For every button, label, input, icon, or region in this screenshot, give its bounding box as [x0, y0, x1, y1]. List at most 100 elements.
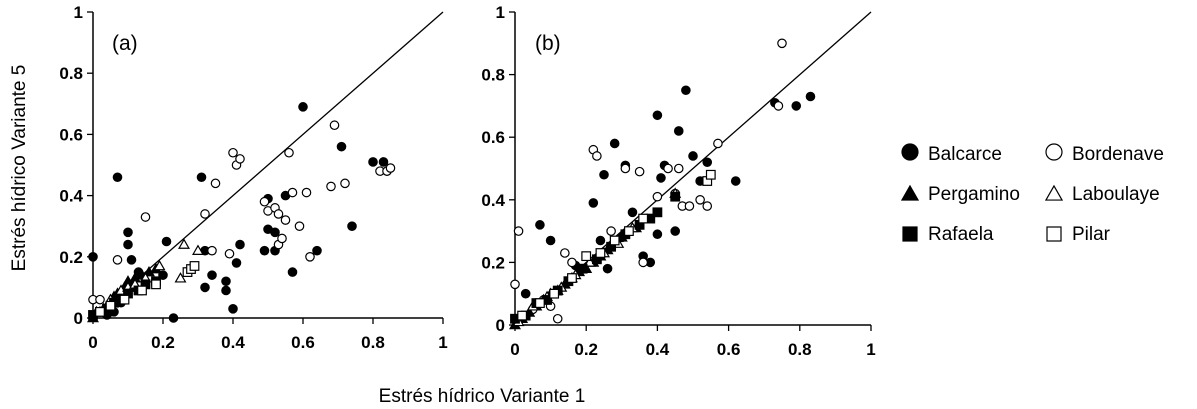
data-point: [670, 191, 681, 202]
y-tick-label: 0.8: [59, 64, 83, 83]
data-point: [228, 147, 238, 158]
x-tick-label: 0: [88, 333, 97, 352]
data-point: [681, 85, 691, 96]
data-point: [805, 91, 816, 102]
legend-marker-bordenave: [1045, 143, 1063, 161]
data-point: [168, 313, 179, 323]
data-point: [670, 226, 680, 236]
y-tick-label: 0.4: [59, 187, 83, 206]
data-point: [174, 272, 187, 283]
y-tick-label: 1: [496, 3, 505, 22]
legend-marker-pilar: [1046, 226, 1062, 242]
legend-label-laboulaye: Laboulaye: [1072, 184, 1160, 205]
legend-marker-balcarce: [901, 143, 919, 161]
data-point: [638, 257, 648, 268]
data-point: [126, 255, 137, 265]
data-point: [520, 288, 531, 299]
data-point: [221, 285, 231, 296]
data-point: [581, 251, 592, 262]
data-point: [552, 313, 563, 324]
data-point: [560, 248, 570, 258]
data-point: [545, 235, 556, 246]
data-point: [112, 172, 123, 183]
data-point: [200, 209, 210, 219]
data-point: [378, 157, 389, 167]
data-point: [609, 138, 620, 149]
data-point: [137, 285, 147, 296]
data-point: [326, 181, 336, 192]
data-point: [663, 163, 673, 174]
data-point: [535, 220, 545, 230]
data-point: [627, 207, 638, 218]
data-point: [123, 239, 133, 250]
legend-label-pergamino: Pergamino: [928, 184, 1020, 205]
data-point: [705, 169, 716, 180]
data-point: [231, 258, 242, 268]
x-tick-label: 0.2: [151, 333, 175, 352]
data-point: [577, 263, 588, 274]
data-point: [513, 226, 524, 236]
data-point: [336, 141, 347, 152]
y-tick-label: 0.6: [59, 125, 83, 144]
data-point: [695, 195, 705, 205]
panel-a: 0 0.2 0.4 0.6 0.8 1 0 0.2 0.4 0.6 0.8 1 (a): [59, 3, 447, 352]
y-tick-label: 0.2: [481, 253, 505, 272]
legend-label-rafaela: Rafaela: [928, 224, 994, 245]
data-point: [595, 248, 606, 258]
y-tick-label: 0.6: [481, 128, 505, 147]
data-point: [123, 227, 133, 238]
data-point: [151, 279, 161, 290]
reference-line: [92, 11, 444, 319]
data-point: [178, 238, 190, 249]
data-point: [259, 196, 270, 207]
y-tick-label: 0.2: [59, 248, 83, 267]
data-point: [235, 239, 245, 250]
data-point: [673, 126, 684, 136]
data-point: [638, 213, 649, 224]
data-point: [189, 261, 200, 271]
data-point: [259, 245, 270, 256]
data-point: [270, 227, 280, 238]
data-point: [298, 102, 308, 112]
data-point: [287, 267, 298, 277]
data-point: [624, 226, 634, 237]
x-tick-label: 0.8: [361, 333, 385, 352]
y-tick-label: 0.8: [481, 66, 505, 85]
data-point: [277, 233, 287, 244]
data-point: [224, 248, 235, 259]
data-point: [652, 110, 663, 121]
data-point: [88, 251, 98, 262]
legend-marker-laboulaye: [1044, 184, 1064, 201]
data-point: [688, 151, 698, 161]
y-axis-label: Estrés hídrico Variante 5: [9, 65, 30, 272]
legend: Balcarce Bordenave Pergamino Laboulaye Rafae…: [900, 143, 1164, 245]
data-point: [656, 173, 666, 183]
data-point: [713, 138, 723, 149]
x-tick-label: 0.8: [788, 340, 812, 359]
y-tick-label: 0: [74, 309, 83, 328]
data-point: [549, 288, 560, 299]
data-point: [684, 201, 695, 211]
panel-b: 0 0.2 0.4 0.6 0.8 1 0 0.2 0.4 0.6 0.8 1 (b): [481, 3, 875, 359]
data-point: [196, 172, 207, 183]
data-point: [385, 163, 396, 173]
legend-label-balcarce: Balcarce: [928, 144, 1002, 165]
data-point: [535, 298, 545, 308]
data-point: [595, 235, 606, 246]
data-point: [284, 147, 294, 158]
x-tick-label: 0.2: [574, 340, 598, 359]
data-point: [221, 276, 231, 287]
data-point: [105, 300, 116, 311]
legend-label-bordenave: Bordenave: [1072, 144, 1164, 165]
y-tick-label: 1: [74, 3, 83, 22]
data-point: [673, 163, 684, 174]
data-point: [228, 304, 238, 314]
data-point: [602, 263, 613, 274]
data-point: [592, 151, 602, 161]
data-point: [510, 279, 520, 290]
data-point: [791, 101, 802, 111]
data-point: [210, 178, 221, 189]
data-point: [280, 215, 291, 225]
data-point: [702, 201, 713, 211]
